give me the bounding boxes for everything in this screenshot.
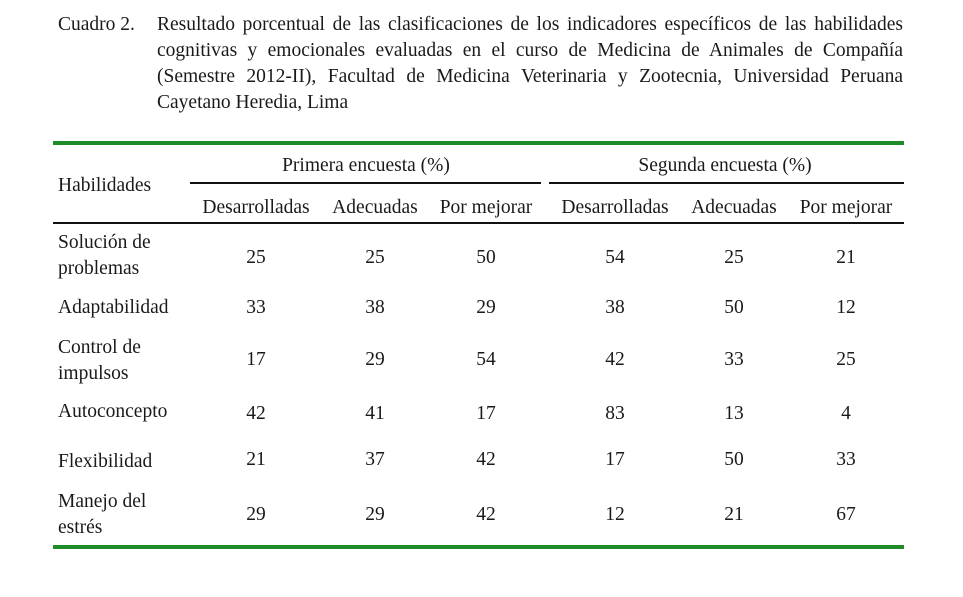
table-cell: 21 bbox=[724, 504, 744, 525]
table-top-rule bbox=[53, 141, 904, 145]
table-cell: 29 bbox=[246, 504, 266, 525]
table-cell: 83 bbox=[605, 403, 625, 424]
row-label: Manejo del estrés bbox=[58, 491, 147, 538]
subheader-cell: Desarrolladas bbox=[202, 197, 310, 218]
table-cell: 38 bbox=[605, 297, 625, 318]
subheader-cell: Por mejorar bbox=[439, 197, 533, 218]
table-cell: 41 bbox=[365, 403, 385, 424]
subheader-cell: Por mejorar bbox=[799, 197, 893, 218]
table-cell: 25 bbox=[246, 247, 266, 268]
table-cell: 17 bbox=[246, 349, 266, 370]
table-cell: 33 bbox=[246, 297, 266, 318]
table-cell: 25 bbox=[365, 247, 385, 268]
table-cell: 42 bbox=[476, 504, 496, 525]
table-cell: 54 bbox=[605, 247, 625, 268]
group-header-second-survey: Segunda encuesta (%) bbox=[638, 155, 812, 176]
table-cell: 13 bbox=[724, 403, 744, 424]
table-cell: 50 bbox=[476, 247, 496, 268]
table-cell: 33 bbox=[836, 449, 856, 470]
table-bottom-rule bbox=[53, 545, 904, 549]
table-cell: 4 bbox=[841, 403, 851, 424]
table-cell: 21 bbox=[836, 247, 856, 268]
subheader-cell: Adecuadas bbox=[332, 197, 418, 218]
table-cell: 12 bbox=[605, 504, 625, 525]
table-cell: 21 bbox=[246, 449, 266, 470]
row-label: Solución de problemas bbox=[58, 232, 151, 279]
table-cell: 37 bbox=[365, 449, 385, 470]
table-cell: 29 bbox=[365, 349, 385, 370]
table-cell: 42 bbox=[246, 403, 266, 424]
table-cell: 17 bbox=[605, 449, 625, 470]
table-cell: 17 bbox=[476, 403, 496, 424]
table-cell: 50 bbox=[724, 297, 744, 318]
table-cell: 38 bbox=[365, 297, 385, 318]
subheader-cell: Adecuadas bbox=[691, 197, 777, 218]
table-cell: 25 bbox=[724, 247, 744, 268]
table-cell: 50 bbox=[724, 449, 744, 470]
row-label: Autoconcepto bbox=[58, 401, 168, 422]
table-cell: 42 bbox=[476, 449, 496, 470]
table-caption: Cuadro 2. Resultado porcentual de las cl… bbox=[58, 12, 903, 116]
row-header: Habilidades bbox=[58, 175, 152, 196]
row-label: Adaptabilidad bbox=[58, 297, 169, 318]
table-cell: 67 bbox=[836, 504, 856, 525]
table-cell: 29 bbox=[365, 504, 385, 525]
table-cell: 33 bbox=[724, 349, 744, 370]
table-cell: 54 bbox=[476, 349, 496, 370]
table-cell: 12 bbox=[836, 297, 856, 318]
caption-label: Cuadro 2. bbox=[58, 14, 135, 35]
group-underline-first bbox=[190, 182, 541, 184]
table-cell: 29 bbox=[476, 297, 496, 318]
header-bottom-rule bbox=[53, 222, 904, 224]
group-header-first-survey: Primera encuesta (%) bbox=[282, 155, 450, 176]
row-label: Flexibilidad bbox=[58, 451, 153, 472]
table-cell: 25 bbox=[836, 349, 856, 370]
row-label: Control de impulsos bbox=[58, 337, 141, 384]
caption-text: Resultado porcentual de las clasificacio… bbox=[157, 14, 903, 113]
subheader-cell: Desarrolladas bbox=[561, 197, 669, 218]
table-cell: 42 bbox=[605, 349, 625, 370]
group-underline-second bbox=[549, 182, 904, 184]
